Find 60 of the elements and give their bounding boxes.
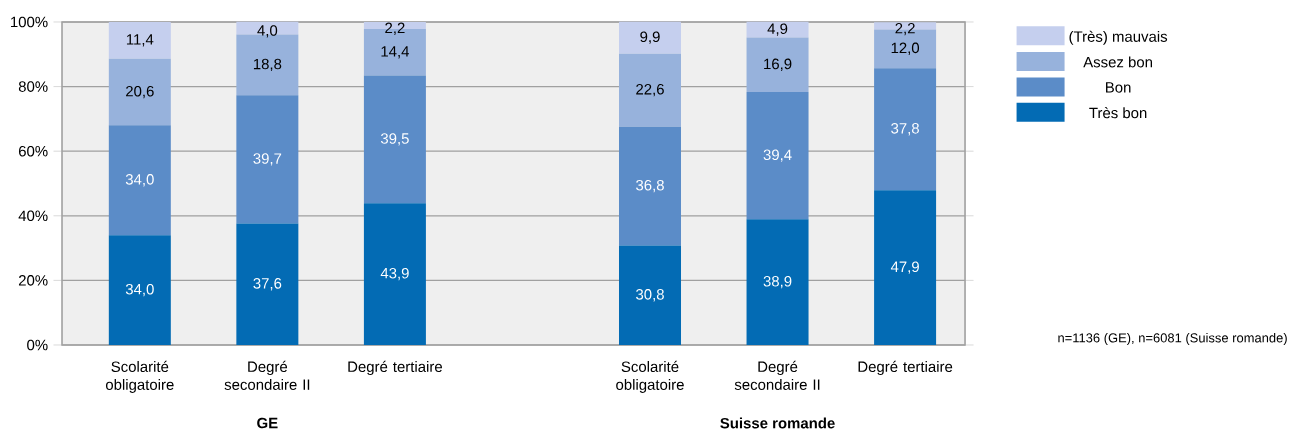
- bar: [108, 58, 171, 126]
- bar: [108, 235, 171, 345]
- y-tick-label: 80%: [18, 81, 48, 92]
- text: Suisse romande: [720, 417, 835, 429]
- y-tick-label: 60%: [18, 145, 48, 157]
- bar: [619, 245, 681, 345]
- bar: [874, 190, 937, 345]
- data-label: 30,8: [636, 289, 664, 302]
- bar: [746, 92, 809, 220]
- x-tick-label: Scolarité obligatoire: [105, 360, 174, 393]
- data-label: 9,9: [640, 31, 660, 44]
- bar: [108, 21, 171, 59]
- data-label: 4,9: [767, 23, 788, 36]
- data-label: 22,6: [636, 83, 664, 97]
- data-label: 39,5: [380, 133, 409, 146]
- data-label: 37,6: [253, 278, 282, 291]
- text: Bon: [1106, 82, 1131, 93]
- data-label: 4,0: [257, 25, 278, 38]
- y-tick-label: 40%: [18, 210, 48, 222]
- bar: [746, 37, 809, 93]
- data-label: 11,4: [126, 34, 154, 47]
- y-tick-label: 100%: [11, 16, 48, 28]
- data-label: 16,9: [764, 58, 792, 71]
- legend-label: (Très) mauvais: [1069, 30, 1168, 45]
- data-label: 47,9: [890, 261, 919, 274]
- data-label: 34,0: [125, 174, 154, 187]
- data-label: 14,4: [381, 46, 410, 59]
- x-tick-label: Scolarité obligatoire: [616, 360, 684, 393]
- bar: [363, 203, 426, 345]
- y-tick-label: 20%: [18, 275, 48, 286]
- text: GE: [257, 417, 278, 429]
- data-label: 38,9: [763, 275, 792, 289]
- bar: [236, 223, 299, 345]
- text: n=1136 (GE), n=6081 (Suisse romande): [1058, 332, 1287, 346]
- bar: [874, 68, 937, 191]
- x-tick-label: Degré secondaire II: [224, 360, 310, 390]
- x-tick-label: Degré secondaire II: [734, 360, 820, 390]
- data-label: 18,8: [253, 58, 282, 72]
- bar: [236, 95, 299, 224]
- legend-label: Très bon: [1089, 107, 1147, 119]
- bar: [108, 125, 171, 236]
- bar: [619, 126, 681, 246]
- data-label: 2,2: [385, 22, 405, 35]
- data-label: 20,6: [126, 85, 154, 99]
- data-label: 36,8: [636, 179, 664, 193]
- y-tick-label: 0%: [27, 339, 48, 351]
- data-label: 39,4: [763, 149, 792, 162]
- x-tick-label: Degré tertiaire: [858, 360, 953, 375]
- data-label: 12,0: [891, 42, 920, 55]
- data-label: 43,9: [380, 267, 409, 281]
- data-label: 34,0: [125, 283, 154, 297]
- data-label: 2,2: [895, 22, 915, 36]
- data-label: 37,8: [891, 123, 919, 136]
- bar: [619, 53, 681, 127]
- legend-label: Assez bon: [1083, 56, 1152, 68]
- x-tick-label: Degré tertiaire: [348, 360, 442, 375]
- bar: [619, 21, 681, 54]
- bar: [363, 75, 426, 204]
- bar: [746, 219, 809, 345]
- data-label: 39,7: [253, 153, 282, 166]
